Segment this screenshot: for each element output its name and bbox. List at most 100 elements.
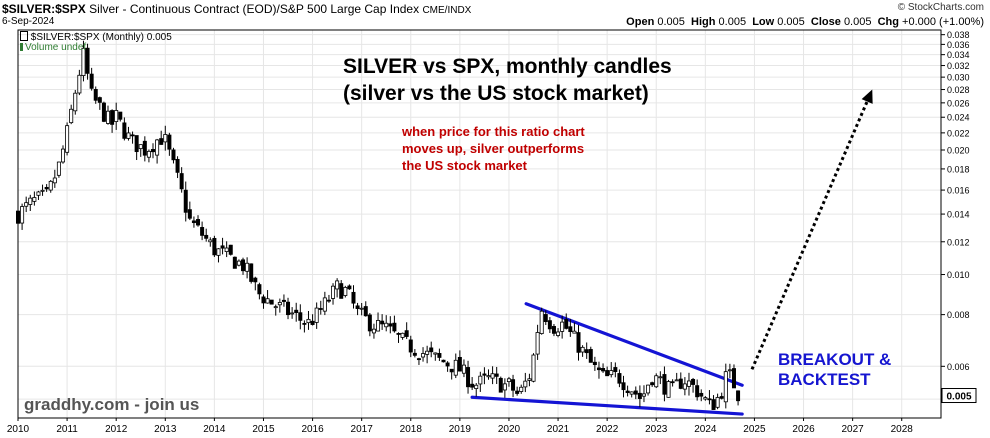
candle-body-down [159, 138, 164, 145]
candle [691, 377, 696, 393]
candle-body-up [371, 328, 376, 334]
y-tick-label: 0.024 [947, 113, 970, 123]
candle [412, 349, 417, 358]
candle-body-up [682, 383, 687, 390]
candle-body-down [249, 263, 254, 282]
candle [241, 257, 246, 275]
candle-body-up [658, 376, 663, 379]
candle [531, 353, 536, 383]
candle-body-up [490, 373, 495, 379]
candle-body-up [703, 397, 708, 400]
candle [146, 149, 151, 163]
candle [486, 369, 491, 380]
candle [674, 372, 679, 382]
candle-body-up [73, 92, 78, 112]
candle [245, 257, 250, 279]
candle [159, 130, 164, 145]
candle [461, 359, 466, 378]
candle-body-up [572, 330, 577, 334]
candle-body-down [511, 379, 516, 391]
candle-body-down [547, 320, 552, 330]
close-label: Close [810, 16, 841, 28]
candle [232, 256, 237, 269]
open-value: 0.005 [657, 16, 685, 28]
candle [572, 322, 577, 334]
y-tick-label: 0.016 [947, 186, 970, 196]
candle [179, 167, 184, 193]
brand-label: © StockCharts.com [897, 2, 984, 13]
candle [28, 194, 33, 212]
candle-body-down [122, 122, 127, 139]
candle [20, 203, 25, 230]
candle-body-down [695, 385, 700, 398]
candle-body-down [441, 359, 446, 363]
candle-body-down [392, 322, 397, 332]
annotation-note-line2: moves up, silver outperforms [402, 141, 585, 156]
candle [527, 373, 532, 387]
candle [249, 263, 254, 284]
candle-body-down [404, 330, 409, 337]
candle-body-up [322, 297, 327, 312]
candle-body-down [678, 378, 683, 389]
candle [703, 396, 708, 401]
candle [584, 342, 589, 359]
candle-body-down [367, 314, 372, 332]
candle-body-up [77, 74, 82, 94]
candle-body-down [543, 314, 548, 323]
candle-body-down [568, 326, 573, 333]
candle-body-down [416, 358, 421, 361]
candle-body-up [686, 380, 691, 387]
candle-body-down [596, 367, 601, 371]
y-tick-label: 0.014 [947, 210, 970, 220]
y-axis: 0.006 0.008 0.010 0.012 0.014 0.016 0.018 0.020… [941, 30, 970, 400]
candle [629, 391, 634, 398]
candle [621, 375, 626, 398]
x-tick-label: 2022 [596, 424, 619, 435]
series-legend-label: $SILVER:$SPX (Monthly) 0.005 [30, 32, 172, 43]
last-value-box [941, 388, 977, 404]
candle [257, 282, 262, 300]
candle-body-up [236, 260, 241, 266]
candle-body-up [478, 375, 483, 385]
candle [306, 310, 311, 330]
candle [408, 335, 413, 358]
candle [588, 346, 593, 363]
candle-body-down [220, 245, 225, 249]
candle [163, 125, 168, 151]
candle-body-down [470, 383, 475, 388]
last-value-label: 0.005 [946, 392, 971, 403]
candle-body-up [727, 369, 732, 372]
candle [625, 385, 630, 397]
candle-body-down [281, 299, 286, 302]
candle-body-down [736, 390, 741, 402]
candle-body-up [641, 393, 646, 397]
candle [613, 362, 618, 378]
candle [200, 221, 205, 241]
candle-legend-icon [20, 31, 28, 41]
candle-body-down [97, 97, 102, 103]
candle [167, 132, 172, 156]
chart-header: $SILVER:$SPX Silver - Continuous Contrac… [2, 2, 471, 16]
candle-body-down [731, 368, 736, 389]
candle-body-down [339, 283, 344, 299]
high-value: 0.005 [718, 16, 747, 28]
candle [429, 341, 434, 358]
candle [543, 310, 548, 326]
candle [175, 156, 180, 179]
candle [437, 348, 442, 361]
candle-body-down [196, 219, 201, 226]
candle [89, 67, 94, 91]
candle-body-down [363, 306, 368, 317]
candle [678, 372, 683, 390]
candle [392, 315, 397, 333]
candle-body-up [580, 346, 585, 353]
candle [314, 302, 319, 329]
candle [196, 215, 201, 227]
candle [171, 147, 176, 164]
candle [576, 325, 581, 361]
candle-body-up [224, 247, 229, 252]
candle-body-down [494, 373, 499, 377]
x-tick-label: 2019 [449, 424, 472, 435]
candle-body-down [101, 102, 106, 122]
candle-body-down [445, 362, 450, 367]
